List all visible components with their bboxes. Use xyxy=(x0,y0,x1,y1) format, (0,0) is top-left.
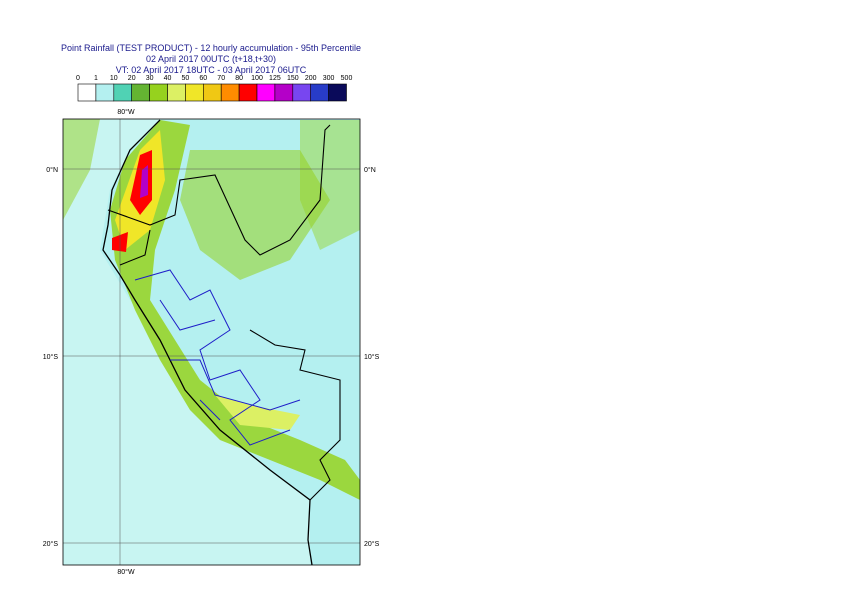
colorbar-box xyxy=(238,83,258,102)
colorbar-label: 20 xyxy=(128,75,136,82)
region-border xyxy=(134,269,301,446)
colorbar: 0 1 10 20 30 40 50 60 70 80 100 125 150 200 300 500 xyxy=(76,75,353,102)
colorbar-label: 125 xyxy=(269,75,281,82)
rain-area xyxy=(110,120,360,500)
lat-label: 10°S xyxy=(43,353,59,361)
rain-area xyxy=(63,119,100,220)
lat-label: 0°N xyxy=(46,166,58,174)
colorbar-label: 200 xyxy=(305,75,317,82)
colorbar-label: 300 xyxy=(323,75,335,82)
rain-area xyxy=(300,120,360,250)
colorbar-label: 100 xyxy=(251,75,263,82)
lon-label: 80°W xyxy=(117,108,135,116)
map xyxy=(63,119,360,565)
colorbar-box xyxy=(328,83,347,102)
title-line: Point Rainfall (TEST PRODUCT) - 12 hourl… xyxy=(61,43,361,53)
colorbar-label: 1 xyxy=(94,75,98,82)
colorbar-box xyxy=(203,83,222,102)
lon-label: 80°W xyxy=(117,568,135,576)
colorbar-label: 50 xyxy=(182,75,190,82)
colorbar-box xyxy=(149,83,168,102)
colorbar-box xyxy=(220,83,240,102)
lat-label: 20°S xyxy=(364,540,380,548)
ocean xyxy=(63,119,310,565)
colorbar-box xyxy=(310,83,329,102)
title-line: 02 April 2017 00UTC (t+18,t+30) xyxy=(146,54,276,64)
rain-area xyxy=(215,395,300,430)
colorbar-box xyxy=(131,83,150,102)
colorbar-box xyxy=(185,83,204,102)
colorbar-box xyxy=(77,83,97,102)
rain-area xyxy=(180,150,330,280)
colorbar-label: 0 xyxy=(76,75,80,82)
map-frame xyxy=(62,118,361,566)
colorbar-label: 70 xyxy=(217,75,225,82)
colorbar-label: 40 xyxy=(164,75,172,82)
colorbar-label: 500 xyxy=(341,75,353,82)
colorbar-label: 30 xyxy=(146,75,154,82)
lat-label: 0°N xyxy=(364,166,376,174)
colorbar-box xyxy=(113,83,133,102)
coastline xyxy=(102,119,313,565)
country-border xyxy=(107,124,341,501)
colorbar-box xyxy=(167,83,186,102)
colorbar-box xyxy=(256,83,276,102)
colorbar-label: 60 xyxy=(199,75,207,82)
colorbar-box xyxy=(292,83,311,102)
colorbar-box xyxy=(274,83,294,102)
colorbar-box xyxy=(95,83,115,102)
colorbar-label: 150 xyxy=(287,75,299,82)
lat-label: 20°S xyxy=(43,540,59,548)
title-line: VT: 02 April 2017 18UTC - 03 April 2017 … xyxy=(116,65,307,75)
colorbar-label: 10 xyxy=(110,75,118,82)
colorbar-label: 80 xyxy=(235,75,243,82)
rain-area xyxy=(140,165,148,198)
lat-label: 10°S xyxy=(364,353,380,361)
